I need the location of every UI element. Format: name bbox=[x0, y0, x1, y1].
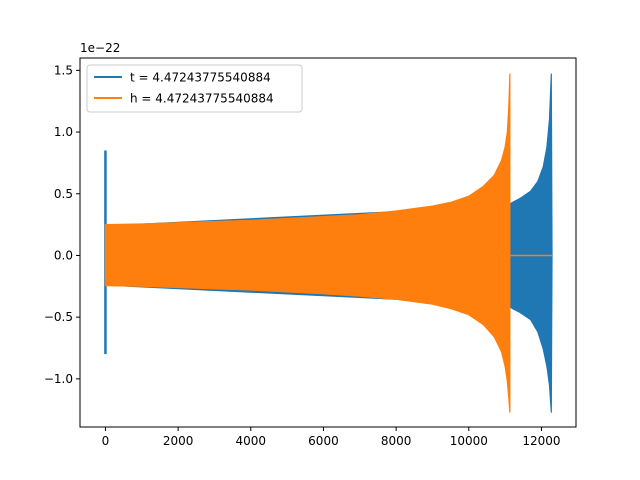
y-tick-label: −1.0 bbox=[44, 372, 73, 386]
x-tick-label: 12000 bbox=[522, 434, 560, 448]
y-tick-label: 0.0 bbox=[54, 248, 73, 262]
legend: t = 4.47243775540884 h = 4.4724377554088… bbox=[86, 64, 303, 113]
series-envelope bbox=[104, 73, 511, 413]
y-tick-label: 1.0 bbox=[54, 125, 73, 139]
x-tick-label: 2000 bbox=[163, 434, 194, 448]
x-tick-label: 4000 bbox=[236, 434, 267, 448]
y-offset-label: 1e−22 bbox=[80, 41, 120, 55]
y-tick-label: 1.5 bbox=[54, 63, 73, 77]
legend-box bbox=[86, 64, 303, 113]
legend-label-t: t = 4.47243775540884 bbox=[130, 71, 271, 85]
series-h bbox=[104, 73, 553, 413]
y-tick-label: −0.5 bbox=[44, 310, 73, 324]
y-tick-label: 0.5 bbox=[54, 187, 73, 201]
plot-frame bbox=[79, 57, 577, 428]
series-layer bbox=[104, 73, 553, 413]
y-axis: −1.0 −0.5 0.0 0.5 1.0 1.5 bbox=[44, 63, 80, 386]
legend-label-h: h = 4.47243775540884 bbox=[130, 92, 274, 106]
x-axis: 0 2000 4000 6000 8000 10000 12000 bbox=[102, 427, 561, 448]
series-envelope bbox=[509, 73, 553, 413]
x-tick-label: 6000 bbox=[308, 434, 339, 448]
x-tick-label: 0 bbox=[102, 434, 110, 448]
x-tick-label: 8000 bbox=[381, 434, 412, 448]
x-tick-label: 10000 bbox=[450, 434, 488, 448]
